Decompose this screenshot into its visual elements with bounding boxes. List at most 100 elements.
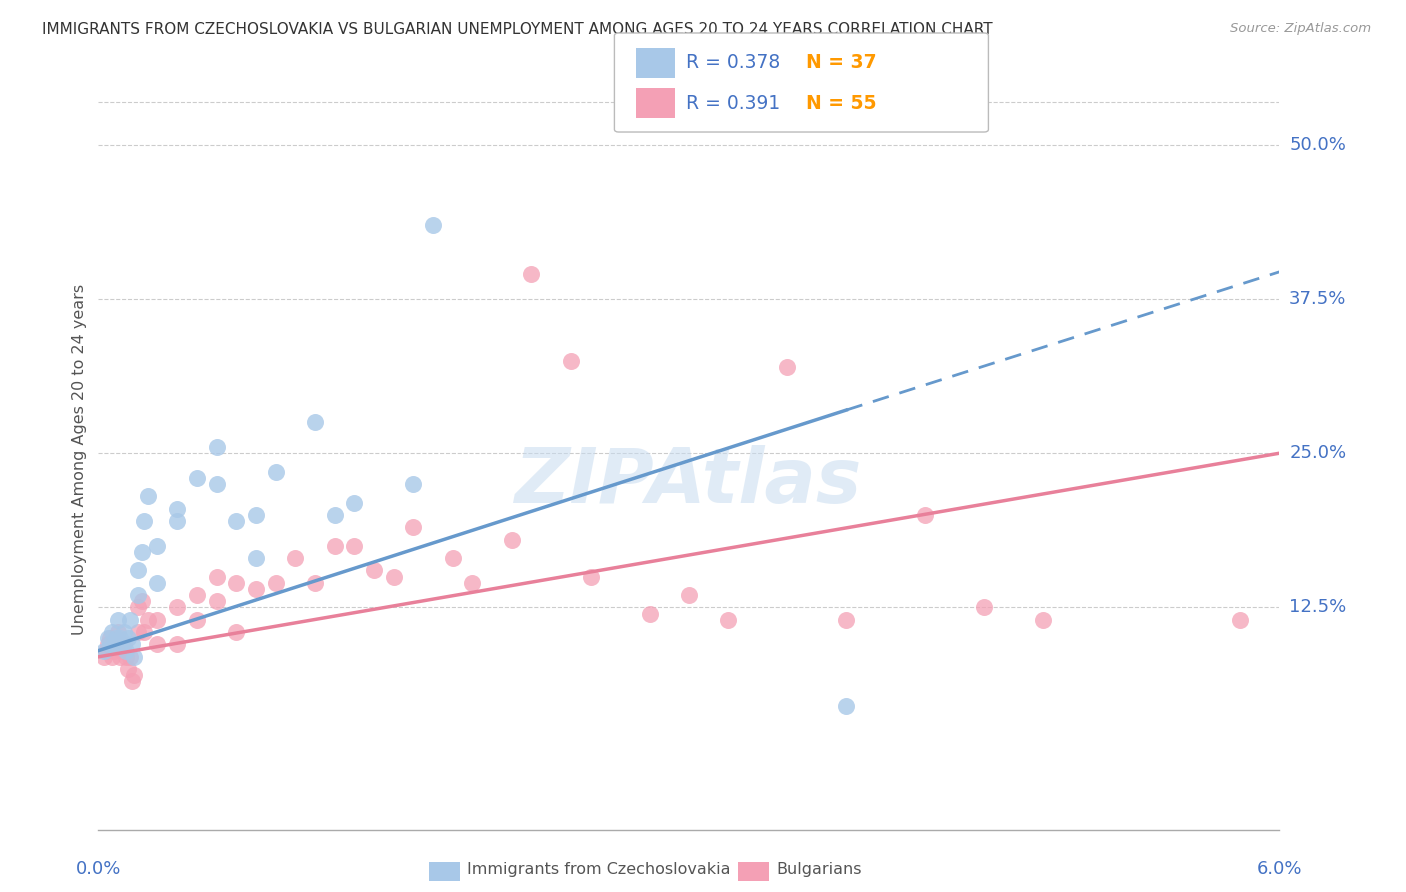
Point [835, 613, 858, 627]
Text: 25.0%: 25.0% [1289, 444, 1347, 462]
Point [98, 637, 121, 651]
Text: 37.5%: 37.5% [1289, 290, 1347, 308]
Point [97, 632, 120, 646]
Point [461, 575, 484, 590]
Point [973, 600, 995, 615]
Text: N = 37: N = 37 [806, 54, 876, 72]
Point [121, 674, 143, 689]
Point [96, 643, 118, 657]
Point [717, 613, 740, 627]
Point [122, 649, 145, 664]
Point [284, 551, 307, 566]
Point [111, 637, 134, 651]
Point [146, 575, 169, 590]
Point [146, 539, 169, 553]
Point [136, 489, 159, 503]
Text: Immigrants from Czechoslovakia: Immigrants from Czechoslovakia [467, 863, 730, 877]
Point [112, 625, 135, 640]
Point [402, 520, 425, 534]
Point [304, 415, 326, 429]
Point [225, 575, 247, 590]
Point [1229, 613, 1251, 627]
Point [108, 632, 131, 646]
Text: 12.5%: 12.5% [1289, 599, 1347, 616]
Point [501, 533, 523, 547]
Point [245, 508, 267, 522]
Point [118, 613, 141, 627]
Point [520, 268, 543, 282]
Point [835, 699, 858, 714]
Point [107, 613, 129, 627]
Point [108, 649, 131, 664]
Point [441, 551, 464, 566]
Text: 50.0%: 50.0% [1289, 136, 1346, 153]
Point [107, 625, 129, 640]
Point [112, 637, 135, 651]
Point [146, 613, 169, 627]
Point [98, 632, 121, 646]
Point [205, 477, 228, 491]
Point [264, 465, 287, 479]
Text: 0.0%: 0.0% [76, 860, 121, 878]
Point [225, 514, 247, 528]
Point [205, 594, 228, 608]
Point [121, 637, 143, 651]
Point [205, 440, 228, 454]
Point [101, 625, 124, 640]
Point [343, 539, 366, 553]
Point [93, 643, 115, 657]
Point [117, 662, 139, 676]
Text: Source: ZipAtlas.com: Source: ZipAtlas.com [1230, 22, 1371, 36]
Point [122, 668, 145, 682]
Point [402, 477, 425, 491]
Point [101, 649, 124, 664]
Point [117, 632, 139, 646]
Point [105, 632, 128, 646]
Point [132, 625, 155, 640]
Point [118, 649, 141, 664]
Text: IMMIGRANTS FROM CZECHOSLOVAKIA VS BULGARIAN UNEMPLOYMENT AMONG AGES 20 TO 24 YEA: IMMIGRANTS FROM CZECHOSLOVAKIA VS BULGAR… [42, 22, 993, 37]
Text: N = 55: N = 55 [806, 94, 876, 112]
Point [136, 613, 159, 627]
Point [422, 218, 444, 232]
Point [115, 643, 138, 657]
Point [97, 637, 120, 651]
Text: 6.0%: 6.0% [1257, 860, 1302, 878]
Text: R = 0.378: R = 0.378 [686, 54, 780, 72]
Point [1032, 613, 1054, 627]
Point [103, 643, 125, 657]
Point [131, 545, 153, 559]
Point [323, 508, 346, 522]
Point [103, 637, 125, 651]
Point [111, 643, 134, 657]
Point [245, 551, 267, 566]
Point [93, 649, 115, 664]
Y-axis label: Unemployment Among Ages 20 to 24 years: Unemployment Among Ages 20 to 24 years [72, 284, 87, 635]
Text: Bulgarians: Bulgarians [776, 863, 862, 877]
Point [579, 569, 602, 583]
Point [225, 625, 247, 640]
Point [166, 600, 188, 615]
Point [186, 613, 208, 627]
Point [115, 649, 138, 664]
Point [304, 575, 326, 590]
Point [678, 588, 700, 602]
Point [127, 564, 149, 578]
Point [363, 564, 385, 578]
Text: R = 0.391: R = 0.391 [686, 94, 780, 112]
Point [205, 569, 228, 583]
Point [560, 353, 582, 368]
Point [131, 594, 153, 608]
Point [146, 637, 169, 651]
Point [343, 495, 366, 509]
Point [166, 501, 188, 516]
Point [264, 575, 287, 590]
Point [914, 508, 936, 522]
Point [166, 514, 188, 528]
Point [127, 625, 149, 640]
Point [323, 539, 346, 553]
Point [105, 637, 128, 651]
Point [186, 588, 208, 602]
Point [382, 569, 405, 583]
Point [776, 359, 799, 374]
